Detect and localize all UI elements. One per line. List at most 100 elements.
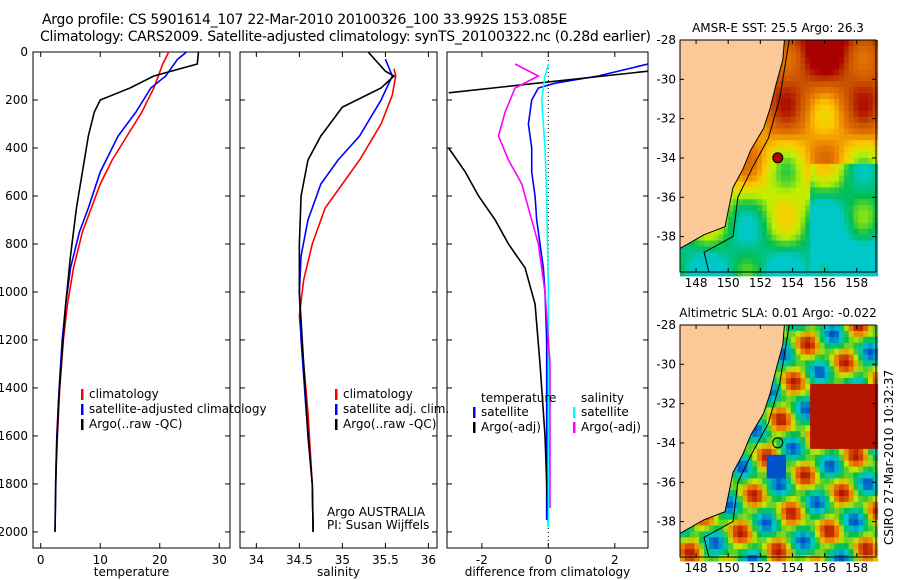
- map-cell: [742, 163, 748, 171]
- map-cell: [858, 63, 864, 70]
- map-cell: [790, 234, 797, 242]
- map-cell: [853, 116, 859, 124]
- map-cell: [829, 234, 835, 242]
- map-cell: [810, 372, 816, 379]
- map-cell: [867, 252, 874, 259]
- map-cell: [829, 496, 835, 503]
- map-cell: [839, 122, 845, 129]
- map-cell: [810, 348, 816, 355]
- map-cell: [872, 104, 879, 112]
- map-cell: [824, 372, 830, 379]
- map-cell: [819, 222, 826, 230]
- map-cell: [829, 366, 835, 373]
- map-cell: [728, 246, 734, 253]
- map-cell: [781, 460, 787, 468]
- map-cell: [771, 222, 777, 230]
- map-cell: [858, 348, 864, 355]
- map-cell: [733, 193, 739, 200]
- map-cell: [843, 152, 850, 159]
- map-cell: [810, 525, 816, 532]
- map-cell: [800, 401, 806, 409]
- series-line-argo-raw-qc-: [54, 52, 200, 532]
- map-cell: [843, 193, 850, 200]
- map-cell: [824, 366, 830, 373]
- map-cell: [810, 240, 816, 247]
- map-cell: [810, 354, 816, 361]
- map-cell: [752, 484, 758, 491]
- map-cell: [814, 537, 821, 544]
- map-cell: [853, 193, 859, 200]
- map-cell: [766, 543, 773, 550]
- map-cell: [867, 98, 874, 106]
- map-cell: [771, 116, 777, 124]
- map-cell: [781, 222, 787, 230]
- map-cell: [761, 222, 768, 230]
- map-cell: [867, 40, 874, 47]
- map-cell: [867, 228, 874, 236]
- map-cell: [829, 69, 835, 76]
- map-cell: [867, 75, 874, 82]
- map-cell: [810, 395, 816, 403]
- map-cell: [800, 163, 806, 171]
- map-cell: [848, 531, 855, 538]
- map-cell: [723, 222, 729, 230]
- map-cell: [800, 531, 806, 538]
- map-cell: [728, 531, 734, 538]
- map-cell: [805, 413, 811, 420]
- map-cell: [766, 252, 773, 259]
- map-cell: [814, 110, 821, 118]
- map-cell: [752, 490, 758, 497]
- map-cell: [853, 395, 859, 403]
- map-cell: [766, 116, 773, 124]
- map-cell: [843, 360, 850, 367]
- map-cell: [829, 543, 835, 550]
- map-cell: [795, 378, 801, 385]
- map-cell: [800, 87, 806, 94]
- map-cell: [848, 525, 855, 532]
- map-cell: [843, 395, 850, 403]
- map-cell: [781, 448, 787, 456]
- map-cell: [863, 140, 869, 147]
- map-cell: [776, 431, 782, 438]
- map-cell: [853, 360, 859, 367]
- map-cell: [790, 134, 797, 141]
- map-cell: [834, 222, 840, 230]
- map-cell: [752, 222, 758, 230]
- map-cell: [824, 40, 830, 47]
- map-cell: [867, 146, 874, 153]
- map-cell: [747, 448, 753, 456]
- map-cell: [718, 258, 724, 265]
- map-cell: [747, 264, 753, 271]
- map-cell: [863, 555, 869, 562]
- x-tick-label: 30: [212, 553, 227, 567]
- map-cell: [858, 442, 864, 450]
- map-cell: [800, 222, 806, 230]
- map-cell: [742, 501, 748, 509]
- map-cell: [786, 211, 792, 218]
- map-cell: [843, 252, 850, 259]
- map-cell: [814, 531, 821, 538]
- map-cell: [839, 507, 845, 515]
- map-cell: [810, 543, 816, 550]
- map-cell: [795, 460, 801, 468]
- map-cell: [858, 389, 864, 397]
- map-cell: [843, 205, 850, 212]
- map-cell: [805, 454, 811, 462]
- map-cell: [834, 383, 840, 391]
- map-cell: [776, 378, 782, 385]
- map-cell: [872, 152, 879, 159]
- map-cell: [786, 169, 792, 177]
- map-cell: [872, 40, 879, 47]
- map-cell: [858, 413, 864, 420]
- map-cell: [800, 407, 806, 414]
- map-cell: [848, 193, 855, 200]
- map-cell: [858, 366, 864, 373]
- legend-swatch: [573, 422, 576, 433]
- map-cell: [872, 116, 879, 124]
- map-cell: [795, 342, 801, 350]
- map-cell: [848, 116, 855, 124]
- map-cell: [752, 531, 758, 538]
- map-cell: [843, 116, 850, 124]
- map-cell: [795, 187, 801, 194]
- map-cell: [810, 366, 816, 373]
